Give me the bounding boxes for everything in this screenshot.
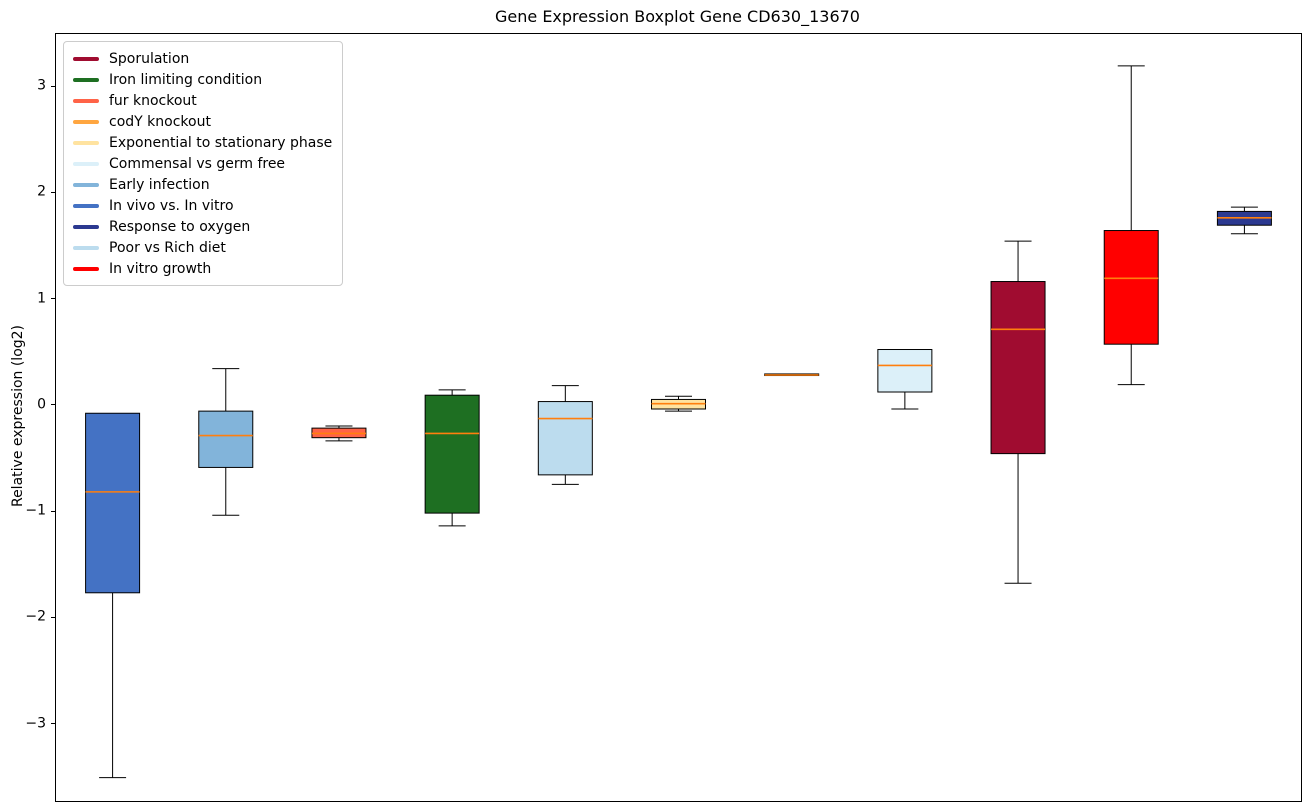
legend-swatch — [73, 182, 99, 187]
box-group — [424, 389, 480, 527]
legend-item: Early infection — [73, 174, 332, 195]
box-group — [1216, 206, 1272, 235]
legend-swatch — [73, 56, 99, 61]
box-group — [651, 395, 706, 412]
legend-label: fur knockout — [109, 92, 197, 109]
box-rect — [877, 349, 933, 393]
legend-label: In vitro growth — [109, 260, 212, 277]
legend-label: Sporulation — [109, 50, 190, 67]
legend: Sporulation Iron limiting condition fur kn… — [63, 41, 344, 286]
box-rect — [85, 412, 141, 594]
legend-label: Exponential to stationary phase — [109, 134, 333, 151]
boxplot-svg — [85, 65, 1272, 779]
legend-item: In vivo vs. In vitro — [73, 195, 332, 216]
legend-item: codY knockout — [73, 111, 332, 132]
legend-label: Early infection — [109, 176, 210, 193]
legend-swatch — [73, 119, 99, 124]
box-group — [1103, 65, 1159, 386]
box-rect — [424, 394, 480, 514]
y-tick-mark — [51, 723, 55, 724]
legend-swatch — [73, 140, 99, 145]
legend-swatch — [73, 203, 99, 208]
legend-swatch — [73, 245, 99, 250]
box-group — [764, 373, 820, 377]
legend-swatch — [73, 266, 99, 271]
legend-label: Poor vs Rich diet — [109, 239, 226, 256]
legend-swatch — [73, 161, 99, 166]
legend-label: codY knockout — [109, 113, 211, 130]
legend-item: Commensal vs germ free — [73, 153, 332, 174]
legend-item: Response to oxygen — [73, 216, 332, 237]
legend-item: Exponential to stationary phase — [73, 132, 332, 153]
legend-item: Sporulation — [73, 48, 332, 69]
y-tick-mark — [51, 298, 55, 300]
y-tick-label: −1 — [25, 502, 46, 519]
y-tick-label: −3 — [25, 715, 46, 731]
box-group — [85, 412, 141, 779]
legend-label: Iron limiting condition — [109, 71, 263, 88]
y-tick-mark — [51, 510, 55, 512]
legend-swatch — [73, 98, 99, 103]
chart-title: Gene Expression Boxplot Gene CD630_13670 — [495, 7, 860, 26]
box-group — [198, 368, 254, 516]
y-tick-label: 1 — [37, 290, 46, 307]
y-tick-mark — [51, 85, 55, 87]
box-group — [311, 425, 367, 442]
y-tick-label: 2 — [37, 183, 46, 200]
legend-label: In vivo vs. In vitro — [109, 197, 234, 214]
box-rect — [198, 410, 254, 468]
legend-label: Commensal vs germ free — [109, 155, 286, 172]
legend-item: In vitro growth — [73, 258, 332, 279]
y-axis-label: Relative expression (log2) — [10, 324, 26, 508]
box-rect — [990, 281, 1046, 455]
legend-label: Response to oxygen — [109, 218, 251, 235]
box-group — [537, 385, 593, 485]
y-tick-mark — [51, 191, 55, 193]
legend-swatch — [73, 77, 99, 82]
box-group — [990, 240, 1046, 584]
box-group — [877, 349, 933, 410]
plot-area: Sporulation Iron limiting condition fur kn… — [55, 33, 1302, 802]
box-rect — [1103, 230, 1159, 345]
y-tick-mark — [51, 616, 55, 618]
y-tick-mark — [51, 404, 55, 406]
legend-item: Iron limiting condition — [73, 69, 332, 90]
legend-item: Poor vs Rich diet — [73, 237, 332, 258]
legend-item: fur knockout — [73, 90, 332, 111]
box-rect — [537, 401, 593, 476]
y-tick-label: 3 — [37, 77, 46, 94]
y-tick-label: 0 — [37, 396, 46, 413]
legend-swatch — [73, 224, 99, 229]
y-tick-label: −2 — [25, 608, 46, 625]
